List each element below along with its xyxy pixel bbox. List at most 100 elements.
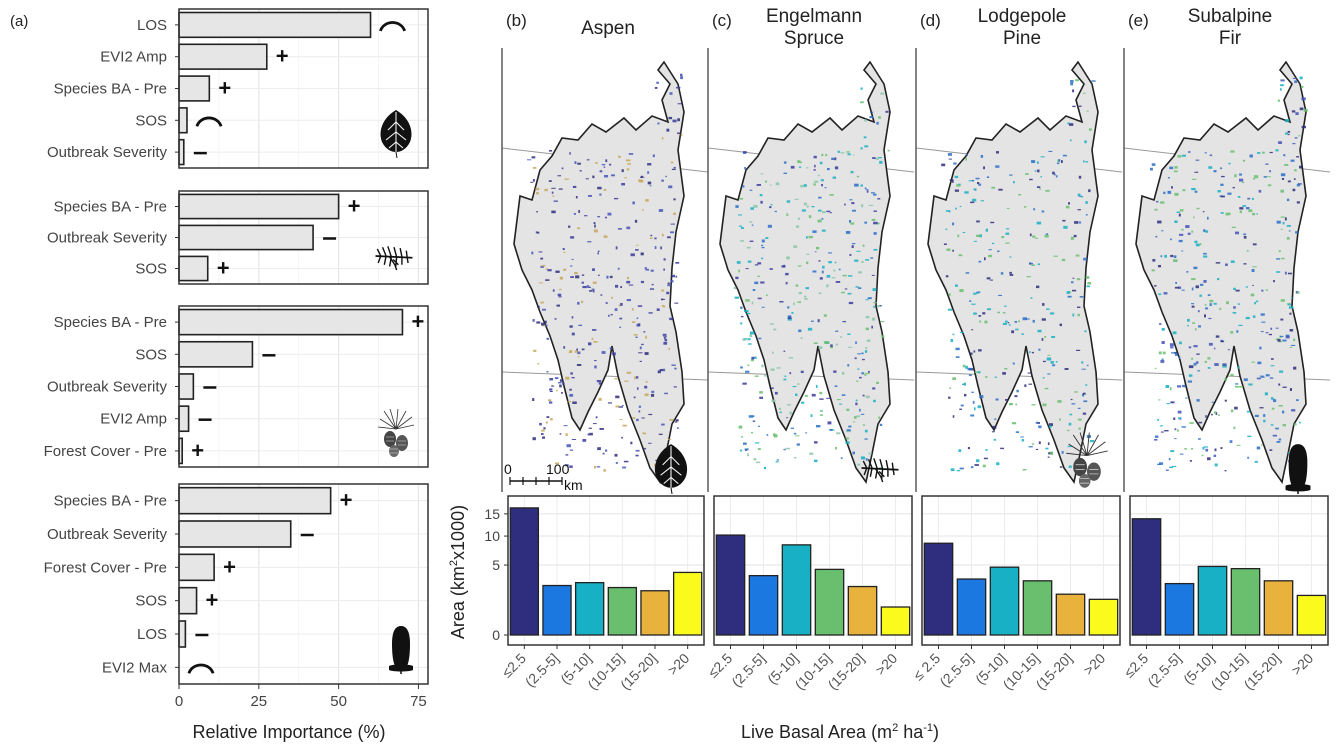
- forest-pixel: [540, 302, 543, 304]
- forest-pixel: [674, 303, 678, 304]
- forest-pixel: [1157, 221, 1161, 224]
- forest-pixel: [861, 353, 863, 355]
- forest-pixel: [760, 282, 764, 284]
- forest-pixel: [620, 303, 623, 306]
- forest-pixel: [1067, 430, 1070, 431]
- forest-pixel: [841, 457, 843, 459]
- forest-pixel: [650, 238, 653, 239]
- forest-pixel: [814, 165, 816, 168]
- forest-pixel: [775, 392, 778, 395]
- forest-pixel: [670, 231, 674, 233]
- forest-pixel: [1037, 161, 1039, 164]
- forest-pixel: [1205, 415, 1207, 417]
- forest-pixel: [1291, 409, 1295, 411]
- forest-pixel: [1252, 198, 1254, 200]
- forest-pixel: [1205, 304, 1207, 306]
- forest-pixel: [1271, 397, 1273, 400]
- forest-pixel: [1291, 298, 1293, 299]
- forest-pixel: [1283, 154, 1285, 156]
- forest-pixel: [1289, 230, 1291, 231]
- forest-pixel: [794, 457, 796, 458]
- map-title: Fir: [1219, 28, 1242, 49]
- forest-pixel: [1271, 358, 1274, 360]
- forest-pixel: [1050, 452, 1053, 455]
- basal-area-class-label: (2.5-5]: [1144, 650, 1184, 690]
- forest-pixel: [1069, 466, 1072, 469]
- basal-area-class-label: (10-15]: [1208, 650, 1251, 693]
- forest-pixel: [1281, 217, 1285, 218]
- forest-pixel: [582, 282, 584, 284]
- forest-pixel: [809, 236, 813, 238]
- forest-pixel: [1287, 199, 1289, 201]
- forest-pixel: [1057, 400, 1061, 403]
- forest-pixel: [828, 252, 832, 253]
- forest-pixel: [650, 185, 652, 186]
- forest-pixel: [765, 181, 767, 183]
- forest-pixel: [879, 161, 882, 164]
- forest-pixel: [1295, 137, 1298, 138]
- forest-pixel: [622, 405, 624, 406]
- forest-pixel: [599, 194, 601, 196]
- forest-pixel: [861, 147, 863, 149]
- forest-pixel: [1009, 324, 1011, 326]
- forest-pixel: [949, 387, 951, 389]
- forest-pixel: [1189, 365, 1194, 368]
- area-bar: [1165, 584, 1193, 635]
- forest-pixel: [833, 371, 836, 373]
- forest-pixel: [960, 206, 962, 207]
- forest-pixel: [545, 325, 547, 327]
- forest-pixel: [1270, 328, 1272, 330]
- forest-pixel: [559, 289, 562, 290]
- forest-pixel: [998, 189, 1002, 191]
- forest-pixel: [781, 265, 785, 267]
- forest-pixel: [1259, 190, 1262, 193]
- forest-pixel: [645, 352, 649, 355]
- forest-pixel: [795, 199, 799, 200]
- forest-pixel: [735, 297, 739, 299]
- predictor-label: EVI2 Max: [102, 659, 168, 676]
- area-bar: [957, 579, 985, 635]
- forest-pixel: [742, 383, 746, 385]
- forest-pixel: [1276, 149, 1279, 151]
- forest-pixel: [1299, 422, 1301, 424]
- forest-pixel: [680, 76, 683, 79]
- forest-pixel: [1158, 265, 1161, 267]
- forest-pixel: [826, 398, 830, 399]
- forest-pixel: [668, 348, 670, 350]
- forest-pixel: [971, 466, 974, 468]
- predictor-label: LOS: [137, 626, 167, 643]
- forest-pixel: [671, 365, 675, 366]
- forest-pixel: [1023, 469, 1027, 471]
- forest-pixel: [777, 459, 779, 460]
- forest-pixel: [1092, 80, 1096, 82]
- forest-pixel: [1177, 429, 1179, 431]
- forest-pixel: [1187, 325, 1189, 327]
- forest-pixel: [1297, 291, 1299, 294]
- forest-pixel: [1202, 447, 1204, 450]
- forest-pixel: [547, 416, 550, 418]
- forest-pixel: [1056, 361, 1058, 363]
- forest-pixel: [1283, 424, 1286, 426]
- forest-pixel: [1188, 233, 1191, 235]
- forest-pixel: [1089, 128, 1092, 130]
- forest-pixel: [946, 210, 950, 212]
- forest-pixel: [536, 321, 540, 323]
- forest-pixel: [867, 340, 870, 342]
- forest-pixel: [806, 254, 809, 255]
- forest-pixel: [533, 437, 536, 440]
- forest-pixel: [1178, 155, 1182, 158]
- forest-pixel: [1250, 155, 1253, 158]
- forest-pixel: [1083, 160, 1085, 162]
- forest-pixel: [1160, 360, 1164, 363]
- forest-pixel: [865, 259, 869, 261]
- forest-pixel: [741, 436, 743, 438]
- forest-pixel: [816, 425, 820, 427]
- forest-pixel: [1018, 194, 1021, 195]
- forest-pixel: [1065, 368, 1069, 370]
- forest-pixel: [957, 470, 960, 471]
- forest-pixel: [589, 433, 593, 436]
- forest-pixel: [849, 199, 852, 200]
- forest-pixel: [1041, 156, 1045, 157]
- forest-pixel: [670, 92, 673, 95]
- forest-pixel: [749, 415, 754, 418]
